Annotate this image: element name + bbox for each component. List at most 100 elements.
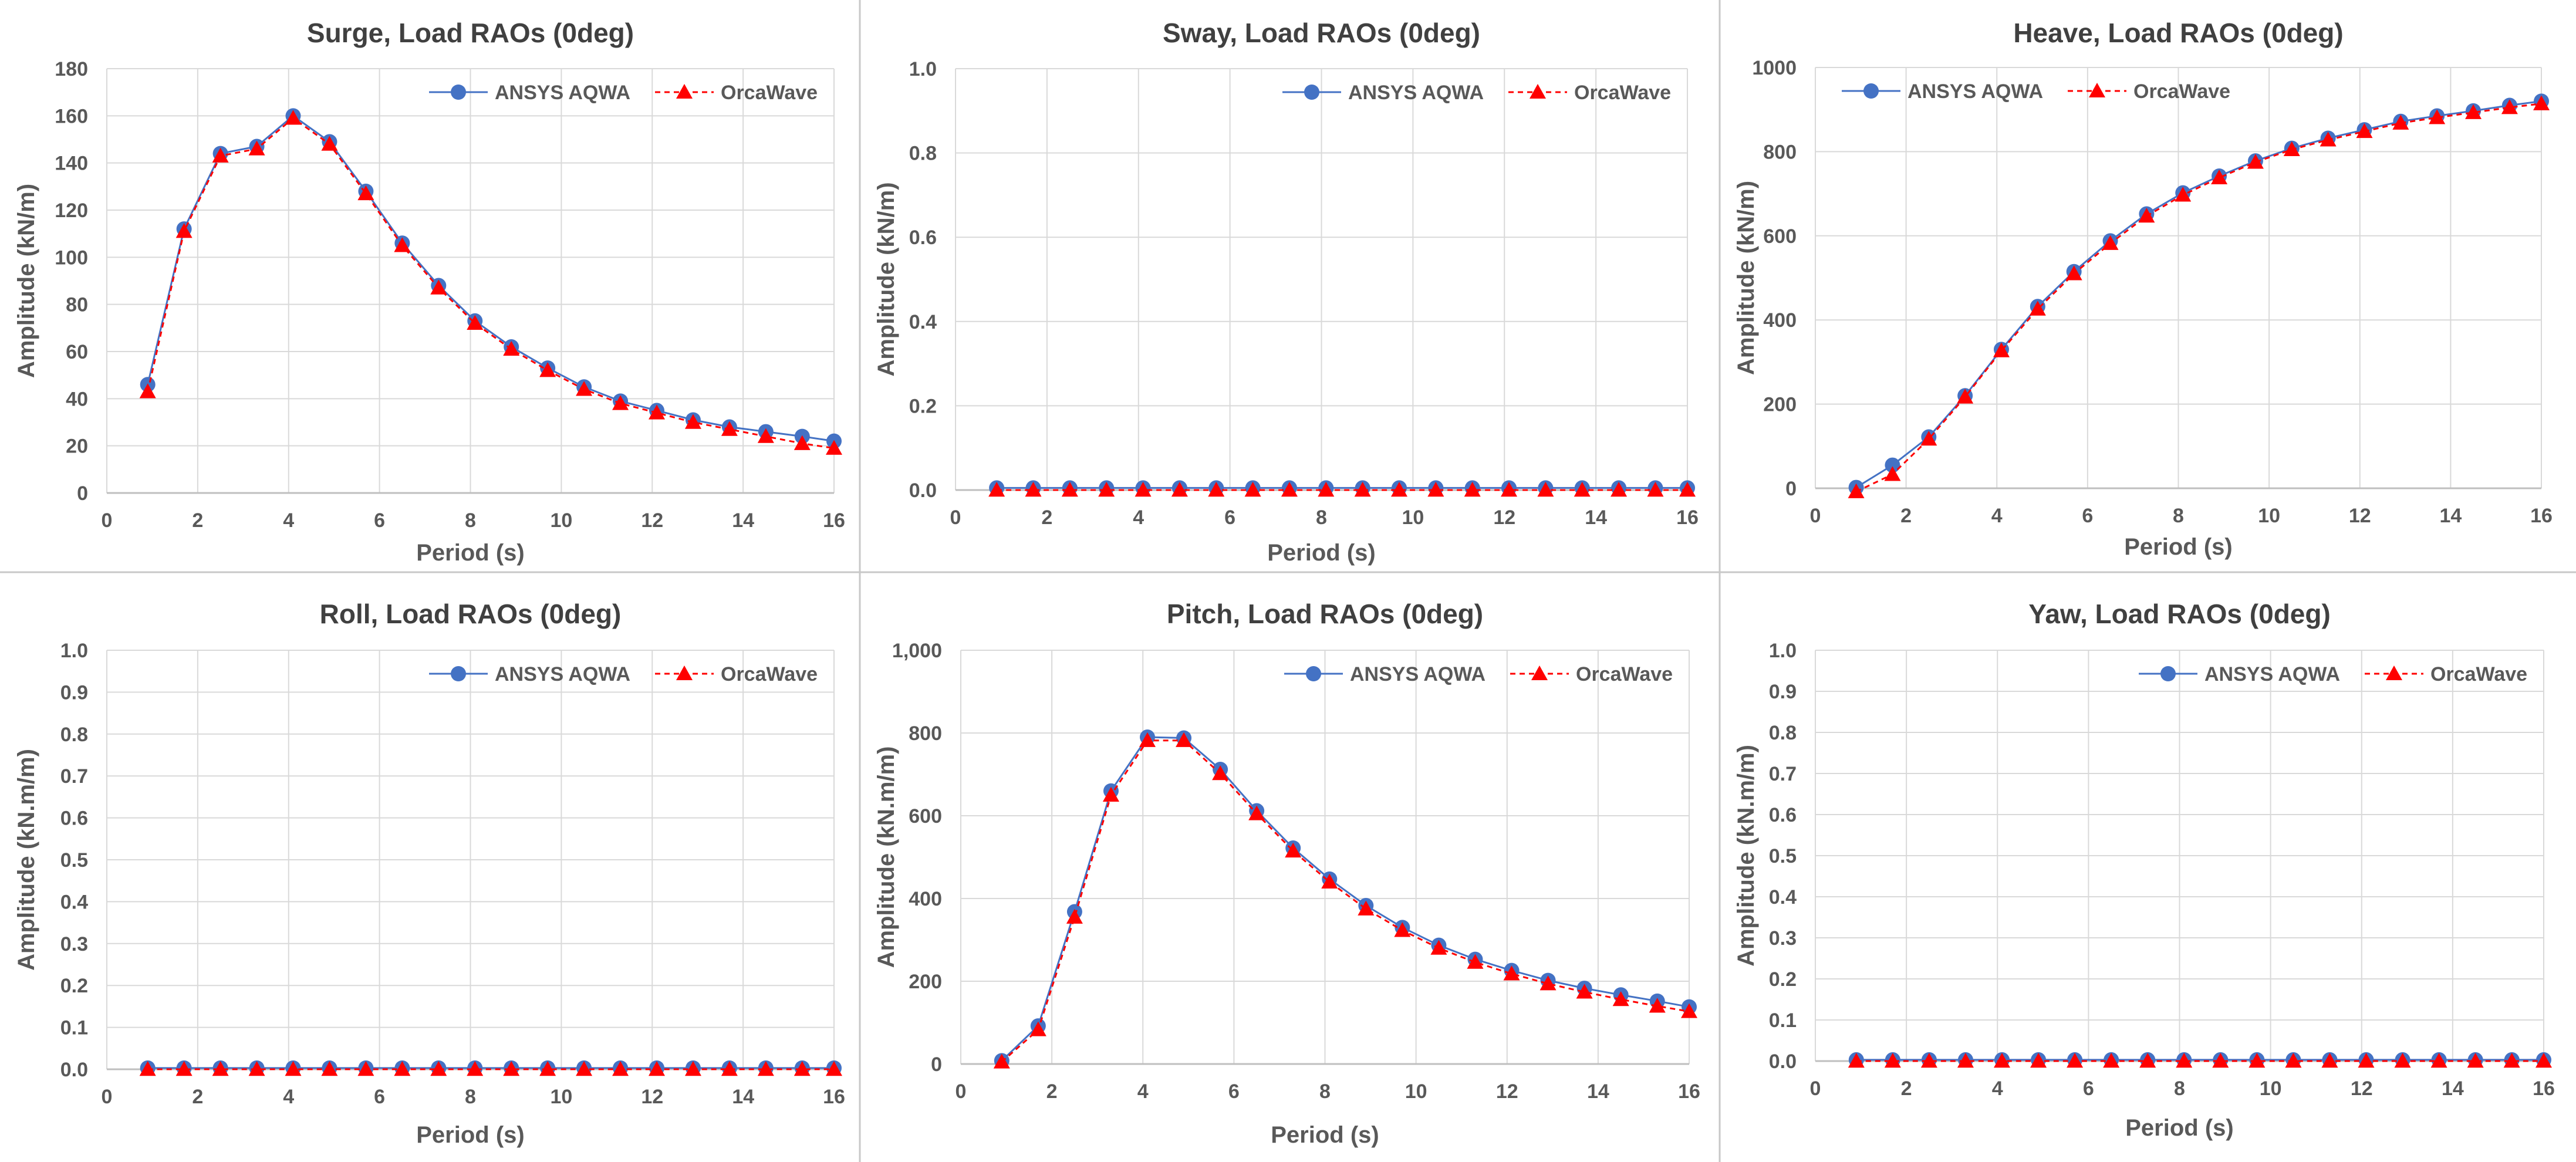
data-point-orcawave xyxy=(1208,482,1225,497)
x-tick-label: 4 xyxy=(1992,1077,2003,1100)
data-point-orcawave xyxy=(2283,141,2300,157)
data-point-ansys-aqwa xyxy=(1885,457,1900,473)
legend-marker-orcawave xyxy=(1530,84,1546,99)
x-tick-label: 2 xyxy=(1041,506,1052,529)
data-point-orcawave xyxy=(2138,208,2155,223)
x-tick-label: 16 xyxy=(823,1086,845,1108)
data-point-orcawave xyxy=(212,147,229,163)
y-tick-label: 200 xyxy=(909,971,942,993)
data-point-orcawave xyxy=(1537,482,1554,497)
x-tick-label: 2 xyxy=(1046,1080,1058,1103)
data-point-orcawave xyxy=(2394,1053,2411,1068)
y-tick-label: 140 xyxy=(55,153,88,175)
x-tick-label: 0 xyxy=(1810,505,1821,527)
data-point-orcawave xyxy=(175,223,193,238)
x-tick-label: 2 xyxy=(192,509,203,532)
legend-label-orcawave: OrcaWave xyxy=(721,82,818,104)
x-tick-label: 12 xyxy=(2349,505,2371,527)
data-point-orcawave xyxy=(1285,842,1302,858)
y-tick-label: 0.3 xyxy=(60,933,88,955)
legend-marker-orcawave xyxy=(2089,83,2105,97)
legend-marker-ansys-aqwa xyxy=(451,85,466,100)
y-tick-label: 0.1 xyxy=(1769,1009,1797,1032)
x-tick-label: 16 xyxy=(823,509,845,532)
x-axis-label: Period (s) xyxy=(2125,1115,2233,1141)
legend-label-orcawave: OrcaWave xyxy=(721,663,818,685)
chart-title: Sway, Load RAOs (0deg) xyxy=(1163,18,1480,48)
chart-legend: ANSYS AQWA OrcaWave xyxy=(429,82,818,104)
data-point-orcawave xyxy=(2430,1053,2447,1068)
x-tick-label: 10 xyxy=(1402,506,1424,529)
data-point-orcawave xyxy=(1848,1053,1865,1068)
data-point-orcawave xyxy=(430,279,447,295)
y-tick-label: 1.0 xyxy=(909,58,937,80)
x-tick-label: 2 xyxy=(1900,505,1912,527)
legend-label-ansys-aqwa: ANSYS AQWA xyxy=(2204,663,2340,685)
x-tick-label: 4 xyxy=(283,509,294,532)
data-point-orcawave xyxy=(1248,805,1265,820)
chart-panel: 0 200 400 600 800 1,000 0 2 4 6 8 10 12 14 16 Pitch, Lo… xyxy=(873,599,1700,1148)
x-tick-label: 14 xyxy=(732,509,754,532)
x-axis-label: Period (s) xyxy=(2124,534,2232,560)
data-point-orcawave xyxy=(2247,154,2264,169)
y-axis-label: Amplitude (kN.m/m) xyxy=(873,746,899,968)
data-point-orcawave xyxy=(1957,389,1974,404)
y-tick-label: 0.3 xyxy=(1769,927,1797,950)
y-tick-label: 20 xyxy=(66,435,88,458)
data-point-orcawave xyxy=(2176,1053,2193,1068)
data-point-orcawave xyxy=(1212,765,1229,781)
data-point-orcawave xyxy=(2358,1053,2375,1068)
legend-label-orcawave: OrcaWave xyxy=(2430,663,2527,685)
x-tick-label: 12 xyxy=(2351,1077,2373,1100)
x-tick-label: 8 xyxy=(1319,1080,1331,1103)
y-tick-label: 600 xyxy=(1763,225,1797,248)
data-point-orcawave xyxy=(2465,104,2482,119)
data-point-orcawave xyxy=(576,381,593,396)
data-point-orcawave xyxy=(1171,482,1188,497)
legend-marker-ansys-aqwa xyxy=(1306,666,1321,681)
y-tick-label: 100 xyxy=(55,246,88,269)
y-axis-label: Amplitude (kN.m/m) xyxy=(1733,745,1759,967)
data-point-orcawave xyxy=(1354,482,1371,497)
chart-panel: 0.0 0.1 0.2 0.3 0.4 0.5 0.6 0.7 0.8 0.9 1.0 0 2 4 6 8 10… xyxy=(1733,599,2555,1141)
data-point-orcawave xyxy=(2356,123,2373,139)
data-point-orcawave xyxy=(139,1061,156,1076)
x-axis-label: Period (s) xyxy=(416,540,524,566)
data-point-orcawave xyxy=(1994,1053,2011,1068)
data-point-orcawave xyxy=(1029,1021,1046,1036)
data-point-orcawave xyxy=(394,1061,411,1076)
y-tick-label: 0.4 xyxy=(909,311,937,333)
data-point-orcawave xyxy=(321,1061,338,1076)
x-tick-label: 0 xyxy=(102,1086,113,1108)
data-point-orcawave xyxy=(1176,732,1193,747)
data-point-orcawave xyxy=(2030,1053,2047,1068)
data-point-orcawave xyxy=(1503,965,1520,981)
x-tick-label: 6 xyxy=(1228,1080,1240,1103)
y-tick-label: 0.0 xyxy=(909,479,937,502)
x-tick-label: 8 xyxy=(2173,505,2184,527)
data-point-orcawave xyxy=(1135,482,1152,497)
data-point-orcawave xyxy=(2212,1053,2229,1068)
y-axis-label: Amplitude (kN/m) xyxy=(873,182,899,376)
data-point-orcawave xyxy=(2285,1053,2302,1068)
series-line-orcawave xyxy=(1855,103,2542,493)
data-point-orcawave xyxy=(1430,940,1447,955)
x-axis-label: Period (s) xyxy=(1271,1122,1379,1148)
x-tick-label: 14 xyxy=(1587,1080,1609,1103)
data-point-orcawave xyxy=(1321,873,1338,889)
data-point-orcawave xyxy=(721,421,738,436)
chart-legend: ANSYS AQWA OrcaWave xyxy=(1284,663,1673,685)
y-tick-label: 0.4 xyxy=(60,891,88,913)
data-point-orcawave xyxy=(212,1061,229,1076)
y-tick-label: 800 xyxy=(1763,141,1797,163)
data-point-orcawave xyxy=(576,1061,593,1076)
y-tick-label: 800 xyxy=(909,722,942,745)
data-point-orcawave xyxy=(503,340,520,356)
y-tick-label: 0.6 xyxy=(909,227,937,249)
data-point-orcawave xyxy=(2248,1053,2266,1068)
data-point-orcawave xyxy=(1394,922,1411,937)
y-tick-label: 160 xyxy=(55,105,88,127)
y-tick-label: 1,000 xyxy=(892,640,942,662)
x-tick-label: 10 xyxy=(2260,1077,2282,1100)
